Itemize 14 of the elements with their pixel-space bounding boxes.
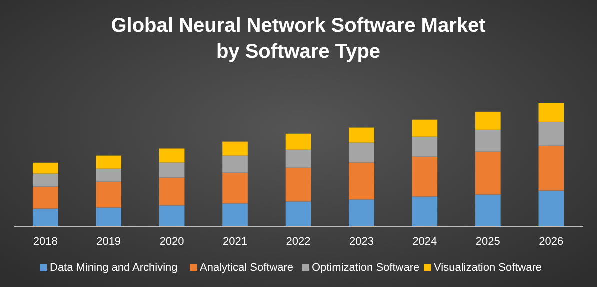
x-tick-label: 2018 xyxy=(33,236,58,248)
x-tick-label: 2019 xyxy=(96,236,122,248)
legend-label: Analytical Software xyxy=(200,262,294,274)
legend-label: Visualization Software xyxy=(434,262,542,274)
x-tick-label: 2021 xyxy=(223,236,248,248)
chart-title: Global Neural Network Software Market by Software Type xyxy=(111,15,486,63)
x-tick-label: 2024 xyxy=(412,236,438,248)
x-tick-label: 2022 xyxy=(286,236,311,248)
x-tick-label: 2023 xyxy=(349,236,374,248)
legend-label: Data Mining and Archiving xyxy=(50,262,178,274)
x-tick-label: 2026 xyxy=(539,236,564,248)
x-tick-label: 2025 xyxy=(476,236,500,248)
x-tick-label: 2020 xyxy=(160,236,184,248)
legend-label: Optimization Software xyxy=(312,262,420,274)
